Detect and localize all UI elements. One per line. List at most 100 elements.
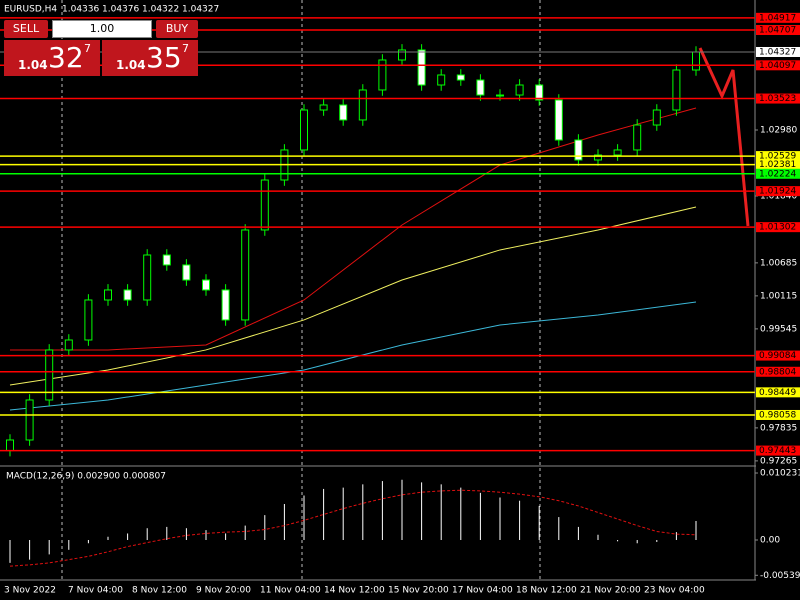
- price-level-label: 1.01302: [759, 223, 796, 233]
- candle-body: [123, 289, 132, 301]
- y-tick-label: 0.99545: [760, 324, 797, 334]
- candle-body: [437, 74, 446, 86]
- candle-body: [398, 49, 406, 61]
- macd-tick-label: 0.010231: [760, 469, 800, 479]
- candle-body: [417, 49, 426, 86]
- moving-average: [9, 206, 697, 386]
- price-level-label: 0.98058: [759, 410, 796, 420]
- candle-body: [25, 399, 34, 441]
- header-value: 1.04322: [142, 5, 179, 15]
- x-tick-label: 8 Nov 12:00: [132, 586, 187, 596]
- y-tick-label: 1.01840: [760, 191, 797, 201]
- y-tick-label: 0.97265: [760, 456, 797, 466]
- price-level-tag: [756, 24, 800, 35]
- bid-pips: 32: [48, 41, 84, 74]
- header-value: 1.04336: [62, 5, 99, 15]
- candle-body: [202, 279, 210, 291]
- price-level-label: 0.97443: [759, 446, 796, 456]
- x-tick-label: 18 Nov 12:00: [516, 586, 577, 596]
- price-level-tag: [756, 12, 800, 23]
- price-level-label: 1.02529: [759, 152, 796, 162]
- trade-panel: SELL 1.00 BUY 1.04 32 7 1.04 35 7: [4, 20, 198, 76]
- x-tick-label: 23 Nov 04:00: [644, 586, 705, 596]
- price-level-label: 1.03523: [759, 94, 796, 104]
- y-tick-label: 1.00115: [760, 291, 797, 301]
- x-tick-label: 14 Nov 12:00: [324, 586, 385, 596]
- candle-body: [45, 349, 54, 401]
- candle-body: [260, 179, 269, 231]
- candle-body: [339, 104, 348, 121]
- header-value: 1.04327: [182, 5, 219, 15]
- y-tick-label: 1.02980: [760, 125, 797, 135]
- price-level-tag: [756, 350, 800, 361]
- candle-body: [162, 254, 171, 266]
- price-level-tag: [756, 186, 800, 197]
- x-tick-label: 9 Nov 20:00: [196, 586, 251, 596]
- candle-body: [300, 109, 308, 151]
- price-level-label: 0.98449: [759, 388, 796, 398]
- y-tick-label: 1.00685: [760, 258, 797, 268]
- bid-quote[interactable]: 1.04 32 7: [4, 40, 100, 76]
- volume-input[interactable]: 1.00: [52, 20, 152, 38]
- header-value: 1.04376: [102, 5, 139, 15]
- candle-body: [84, 299, 93, 341]
- candle-body: [378, 59, 387, 91]
- ask-pips: 35: [146, 41, 182, 74]
- candle-body: [241, 229, 250, 321]
- price-level-tag: [756, 159, 800, 170]
- price-level-label: 1.04097: [759, 61, 796, 71]
- header-symbol: EURUSD,H4: [4, 5, 57, 15]
- candle-body: [554, 99, 563, 141]
- macd-tick-label: -0.005393: [760, 571, 800, 581]
- candle-body: [613, 149, 622, 156]
- price-level-tag: [756, 409, 800, 420]
- ask-big: 1.04: [116, 58, 146, 72]
- macd-tick-label: 0.00: [760, 535, 780, 545]
- candle-body: [476, 79, 485, 96]
- candle-body: [496, 94, 504, 97]
- bid-point: 7: [84, 42, 91, 55]
- candle-body: [143, 254, 152, 301]
- buy-button[interactable]: BUY: [156, 20, 198, 38]
- x-tick-label: 11 Nov 04:00: [260, 586, 321, 596]
- candle-body: [594, 154, 602, 161]
- candle-body: [182, 264, 191, 281]
- x-tick-label: 17 Nov 04:00: [452, 586, 513, 596]
- candle-body: [64, 339, 73, 351]
- forecast-arrow: [698, 47, 750, 227]
- price-level-tag: [756, 445, 800, 456]
- price-level-tag: [756, 151, 800, 162]
- ask-quote[interactable]: 1.04 35 7: [102, 40, 198, 76]
- x-tick-label: 7 Nov 04:00: [68, 586, 123, 596]
- price-level-tag: [756, 60, 800, 71]
- x-tick-label: 15 Nov 20:00: [388, 586, 449, 596]
- candle-body: [633, 124, 642, 151]
- sell-button[interactable]: SELL: [4, 20, 48, 38]
- price-level-label: 1.01924: [759, 187, 796, 197]
- price-level-tag: [756, 168, 800, 179]
- candle-body: [574, 139, 583, 161]
- candle-body: [104, 289, 112, 301]
- candle-body: [652, 109, 661, 126]
- candle-body: [358, 89, 367, 121]
- current-price-label: 1.04327: [759, 47, 796, 57]
- candle-body: [535, 84, 544, 101]
- candle-body: [515, 84, 524, 96]
- candle-body: [672, 69, 681, 111]
- bid-big: 1.04: [18, 58, 48, 72]
- price-level-label: 0.99084: [759, 351, 796, 361]
- candle-body: [221, 289, 230, 321]
- candle-body: [692, 51, 700, 71]
- candle-body: [319, 104, 328, 111]
- price-level-label: 1.04707: [759, 25, 796, 35]
- moving-average: [9, 301, 697, 411]
- candle-body: [456, 74, 465, 81]
- y-tick-label: 0.97835: [760, 423, 797, 433]
- price-level-tag: [756, 222, 800, 233]
- macd-signal: [9, 489, 697, 567]
- x-tick-label: 3 Nov 2022: [4, 586, 56, 596]
- macd-title: MACD(12,26,9) 0.002900 0.000807: [6, 472, 166, 482]
